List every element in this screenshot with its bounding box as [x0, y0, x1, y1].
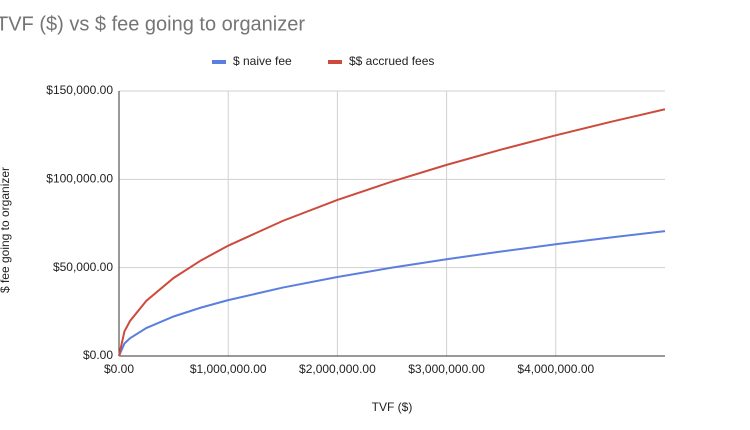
- line: [118, 230, 666, 357]
- chart-title: TVF ($) vs $ fee going to organizer: [0, 13, 305, 35]
- y-tick-label: $0.00: [83, 348, 113, 362]
- x-tick-label: $1,000,000.00: [190, 362, 267, 376]
- y-tick-label: $150,000.00: [46, 83, 113, 97]
- x-tick-label: $0.00: [104, 362, 134, 376]
- y-tick-label: $100,000.00: [46, 172, 113, 186]
- legend-label: $$ accrued fees: [349, 54, 434, 68]
- x-tick-label: $3,000,000.00: [408, 362, 485, 376]
- y-tick-label: $50,000.00: [53, 260, 113, 274]
- x-tick-label: $2,000,000.00: [299, 362, 376, 376]
- x-tick-label: $4,000,000.00: [517, 362, 594, 376]
- line: [118, 108, 666, 357]
- legend-label: $ naive fee: [233, 54, 292, 68]
- x-axis-label: TVF ($): [372, 400, 413, 414]
- y-axis-label: $ fee going to organizer: [0, 167, 12, 293]
